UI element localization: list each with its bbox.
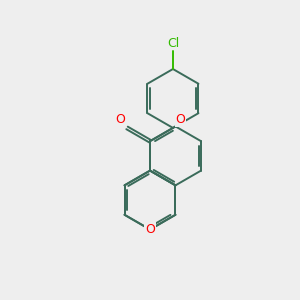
Text: O: O bbox=[115, 113, 125, 126]
Text: O: O bbox=[145, 223, 155, 236]
Text: O: O bbox=[175, 113, 185, 126]
Text: Cl: Cl bbox=[167, 37, 179, 50]
